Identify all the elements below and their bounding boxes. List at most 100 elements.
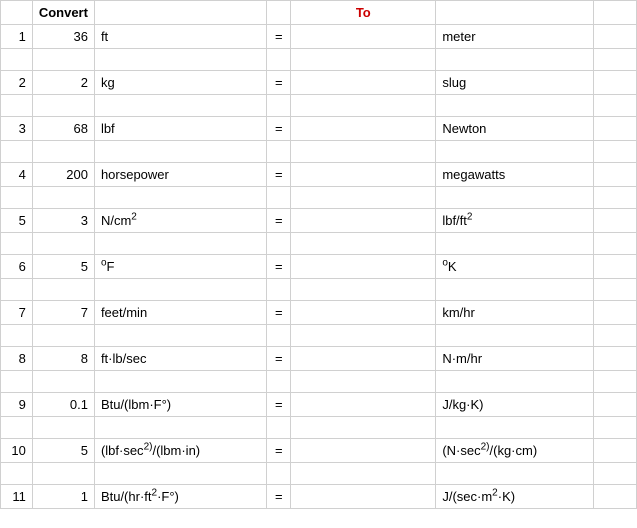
row-unit-to: km/hr (436, 301, 594, 325)
row-unit-from: ft·lb/sec (94, 347, 266, 371)
row-unit-from: (lbf·sec2)/(lbm·in) (94, 439, 266, 463)
row-index: 10 (1, 439, 33, 463)
row-equals: = (267, 25, 291, 49)
header-blank-2 (94, 1, 266, 25)
row-index: 8 (1, 347, 33, 371)
row-result-blank (291, 301, 436, 325)
row-value: 7 (32, 301, 94, 325)
row-result-blank (291, 117, 436, 141)
row-value: 0.1 (32, 393, 94, 417)
table-body: 136ft=meter22kg=slug368lbf=Newton4200hor… (1, 25, 637, 509)
row-result-blank (291, 485, 436, 509)
row-index: 5 (1, 209, 33, 233)
header-blank-5 (594, 1, 637, 25)
table-row: 105(lbf·sec2)/(lbm·in)= (N·sec2)/(kg·cm) (1, 439, 637, 463)
row-value: 5 (32, 439, 94, 463)
table-row: 53N/cm2= lbf/ft2 (1, 209, 637, 233)
row-equals: = (267, 117, 291, 141)
row-unit-to: oK (436, 255, 594, 279)
row-result-blank (291, 25, 436, 49)
row-result-blank (291, 393, 436, 417)
row-index: 3 (1, 117, 33, 141)
row-unit-to: megawatts (436, 163, 594, 187)
table-row: 111Btu/(hr·ft2·F°)=J/(sec·m2·K) (1, 485, 637, 509)
row-result-blank (291, 71, 436, 95)
row-unit-to: slug (436, 71, 594, 95)
row-result-blank (291, 209, 436, 233)
row-trailing-blank (594, 209, 637, 233)
row-index: 6 (1, 255, 33, 279)
table-row: 77feet/min=km/hr (1, 301, 637, 325)
row-index: 11 (1, 485, 33, 509)
row-index: 9 (1, 393, 33, 417)
row-value: 2 (32, 71, 94, 95)
row-result-blank (291, 347, 436, 371)
row-trailing-blank (594, 485, 637, 509)
row-equals: = (267, 163, 291, 187)
row-unit-to: Newton (436, 117, 594, 141)
spacer-row (1, 187, 637, 209)
row-trailing-blank (594, 301, 637, 325)
row-index: 1 (1, 25, 33, 49)
row-equals: = (267, 71, 291, 95)
header-blank-4 (436, 1, 594, 25)
conversion-table: Convert To 136ft=meter22kg=slug368lbf=Ne… (0, 0, 637, 509)
table-row: 4200horsepower=megawatts (1, 163, 637, 187)
row-equals: = (267, 439, 291, 463)
row-trailing-blank (594, 71, 637, 95)
row-unit-from: oF (94, 255, 266, 279)
row-result-blank (291, 255, 436, 279)
row-unit-from: horsepower (94, 163, 266, 187)
table-row: 22kg=slug (1, 71, 637, 95)
row-index: 2 (1, 71, 33, 95)
spacer-row (1, 417, 637, 439)
row-result-blank (291, 163, 436, 187)
row-unit-to: N·m/hr (436, 347, 594, 371)
row-unit-from: ft (94, 25, 266, 49)
row-unit-from: lbf (94, 117, 266, 141)
row-trailing-blank (594, 439, 637, 463)
row-unit-to: lbf/ft2 (436, 209, 594, 233)
spacer-row (1, 49, 637, 71)
spacer-row (1, 95, 637, 117)
row-unit-to: J/(sec·m2·K) (436, 485, 594, 509)
row-result-blank (291, 439, 436, 463)
spacer-row (1, 141, 637, 163)
row-trailing-blank (594, 117, 637, 141)
header-blank-3 (267, 1, 291, 25)
spacer-row (1, 325, 637, 347)
row-equals: = (267, 301, 291, 325)
header-to: To (291, 1, 436, 25)
row-value: 68 (32, 117, 94, 141)
row-unit-from: kg (94, 71, 266, 95)
row-value: 8 (32, 347, 94, 371)
row-unit-to: J/kg·K) (436, 393, 594, 417)
table-row: 65oF=oK (1, 255, 637, 279)
header-convert: Convert (32, 1, 94, 25)
row-trailing-blank (594, 163, 637, 187)
row-unit-from: N/cm2 (94, 209, 266, 233)
row-index: 7 (1, 301, 33, 325)
row-trailing-blank (594, 347, 637, 371)
row-trailing-blank (594, 25, 637, 49)
row-index: 4 (1, 163, 33, 187)
row-equals: = (267, 485, 291, 509)
spacer-row (1, 279, 637, 301)
row-equals: = (267, 209, 291, 233)
header-blank-1 (1, 1, 33, 25)
row-equals: = (267, 347, 291, 371)
spacer-row (1, 233, 637, 255)
row-unit-from: Btu/(lbm·F°) (94, 393, 266, 417)
spacer-row (1, 463, 637, 485)
row-value: 5 (32, 255, 94, 279)
row-trailing-blank (594, 255, 637, 279)
row-unit-from: Btu/(hr·ft2·F°) (94, 485, 266, 509)
row-unit-to: meter (436, 25, 594, 49)
table-row: 90.1Btu/(lbm·F°)=J/kg·K) (1, 393, 637, 417)
row-value: 3 (32, 209, 94, 233)
table-row: 136ft=meter (1, 25, 637, 49)
spacer-row (1, 371, 637, 393)
row-trailing-blank (594, 393, 637, 417)
row-unit-to: (N·sec2)/(kg·cm) (436, 439, 594, 463)
header-row: Convert To (1, 1, 637, 25)
